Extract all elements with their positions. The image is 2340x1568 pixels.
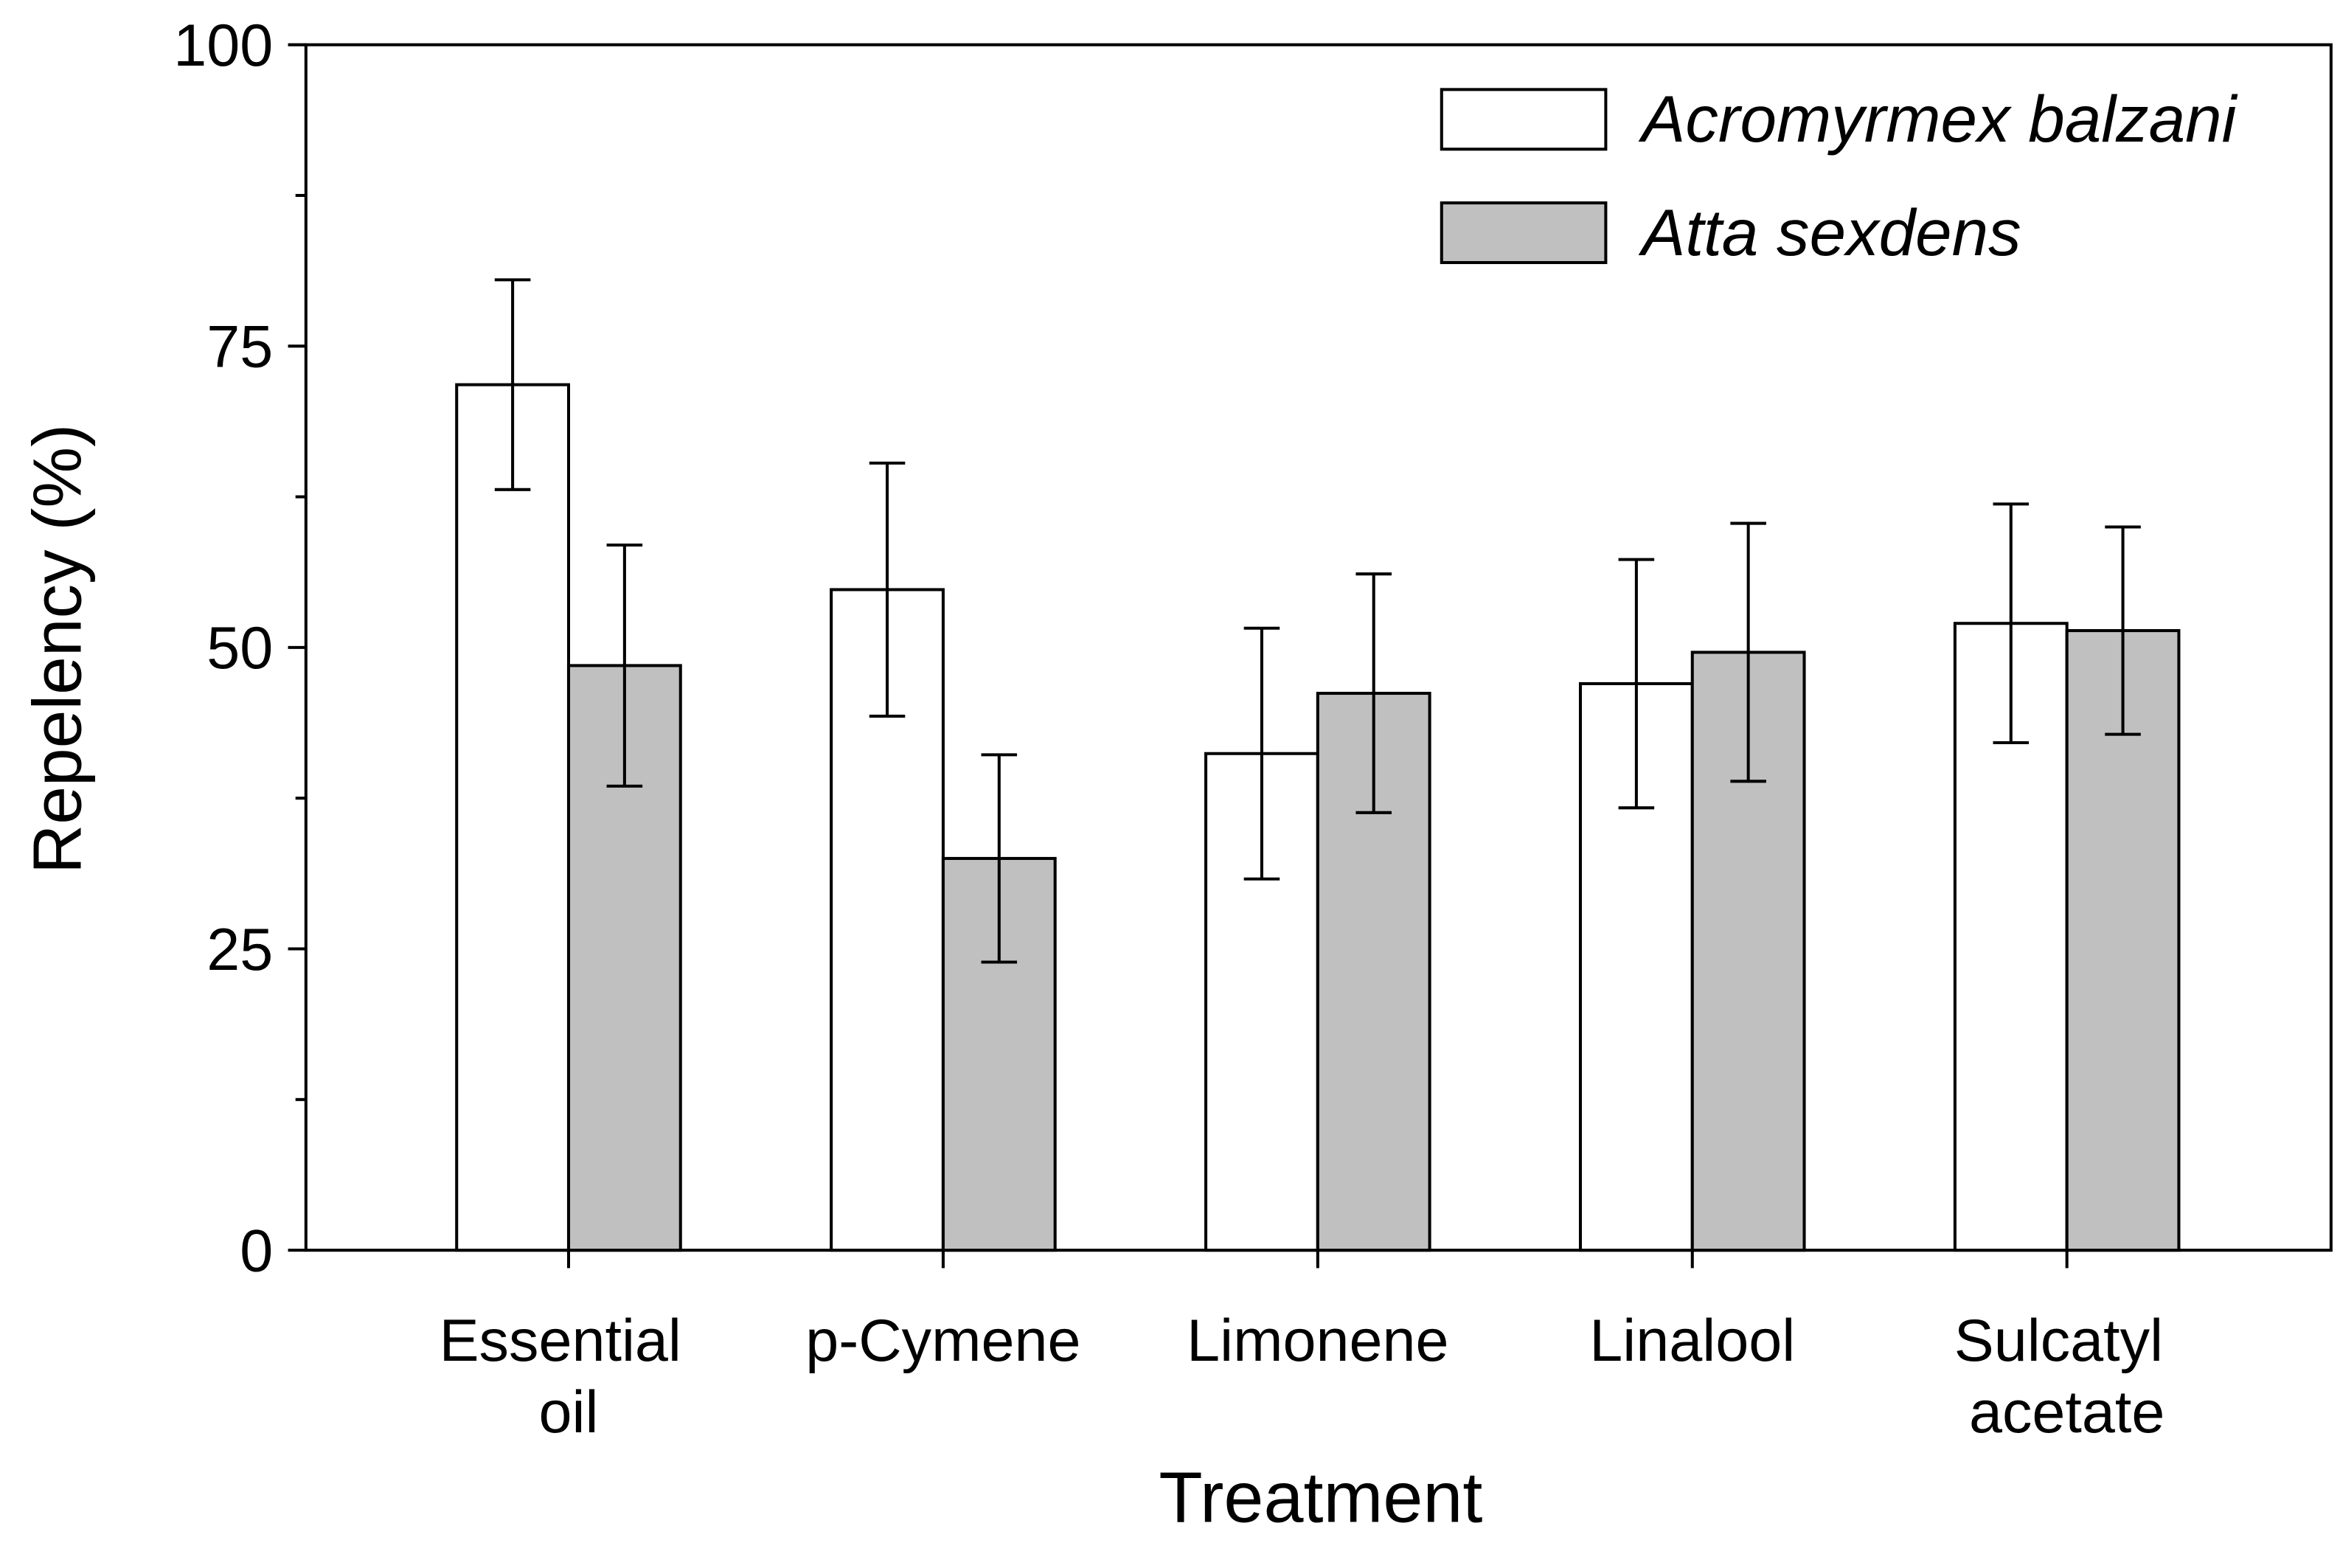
bar xyxy=(455,383,571,1252)
error-bar xyxy=(1618,558,1655,810)
error-bar xyxy=(981,753,1018,964)
error-bar xyxy=(869,461,906,718)
error-bar xyxy=(1243,626,1280,881)
error-bar xyxy=(606,543,643,788)
error-bar xyxy=(2105,525,2141,736)
legend-swatch xyxy=(1440,201,1608,265)
legend-label: Atta sexdens xyxy=(1638,195,2021,269)
x-tick-label: Limonene xyxy=(1187,1308,1448,1374)
x-tick-label: Sulcatyl acetate xyxy=(1954,1308,2180,1446)
error-bar xyxy=(1355,572,1392,814)
y-tick-label: 0 xyxy=(240,1218,273,1284)
x-axis-title: Treatment xyxy=(1159,1457,1482,1537)
y-tick-label: 75 xyxy=(206,314,273,381)
x-tick-label: Linalool xyxy=(1589,1308,1795,1374)
legend-label: Acromyrmex balzani xyxy=(1638,82,2238,156)
y-tick-label: 25 xyxy=(206,917,273,983)
error-bar xyxy=(1993,502,2030,745)
x-tick-label: p-Cymene xyxy=(805,1308,1080,1374)
y-tick-label: 100 xyxy=(173,13,273,79)
y-tick-label: 50 xyxy=(206,615,273,681)
x-tick-label: Essential oil xyxy=(440,1308,698,1446)
y-axis-title: Repelency (%) xyxy=(18,424,95,874)
error-bar xyxy=(1730,521,1766,783)
legend-swatch xyxy=(1440,88,1608,151)
error-bar xyxy=(494,278,531,491)
